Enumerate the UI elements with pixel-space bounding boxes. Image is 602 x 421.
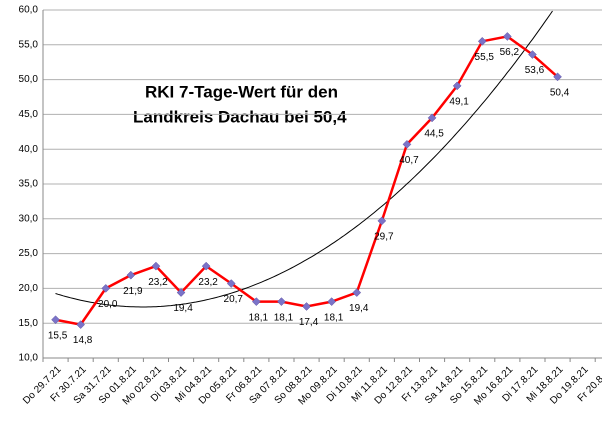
marker	[226, 279, 236, 288]
data-label: 56,2	[500, 47, 520, 58]
marker	[201, 261, 211, 271]
data-label: 55,5	[475, 52, 495, 63]
data-label: 18,1	[274, 312, 294, 323]
marker	[477, 36, 487, 46]
data-label: 44,5	[424, 129, 444, 140]
marker	[76, 320, 86, 329]
data-label: 23,2	[148, 277, 168, 288]
marker	[553, 72, 562, 82]
marker	[101, 284, 111, 293]
y-tick-label: 50,0	[19, 74, 39, 85]
y-tick-label: 25,0	[19, 248, 39, 259]
y-tick-label: 55,0	[19, 39, 39, 50]
marker	[377, 216, 387, 226]
marker	[126, 270, 136, 280]
y-tick-label: 15,0	[19, 318, 39, 329]
marker	[327, 297, 337, 306]
marker	[277, 297, 286, 306]
marker	[502, 32, 512, 41]
chart-title: RKI 7-Tage-Wert für den	[145, 82, 338, 101]
chart-title: Landkreis Dachau bei 50,4	[133, 107, 347, 126]
marker	[151, 261, 161, 271]
marker	[51, 315, 60, 325]
data-label: 17,4	[299, 317, 319, 328]
data-label: 18,1	[324, 312, 344, 323]
y-tick-label: 30,0	[19, 213, 39, 224]
data-label: 21,9	[123, 286, 143, 297]
marker	[427, 113, 437, 123]
data-label: 49,1	[449, 97, 469, 108]
y-tick-label: 20,0	[19, 283, 39, 294]
y-tick-label: 45,0	[19, 109, 39, 120]
y-tick-label: 10,0	[19, 353, 39, 364]
marker	[452, 81, 462, 91]
y-tick-label: 60,0	[19, 5, 39, 16]
marker	[251, 297, 261, 306]
data-label: 19,4	[173, 303, 193, 314]
data-label: 40,7	[399, 155, 419, 166]
data-label: 15,5	[48, 330, 68, 341]
data-label: 19,4	[349, 303, 369, 314]
data-label: 18,1	[249, 312, 269, 323]
trendline	[55, 10, 553, 308]
data-label: 20,0	[98, 299, 118, 310]
data-label: 14,8	[73, 335, 93, 346]
data-label: 20,7	[224, 294, 244, 305]
marker	[176, 288, 186, 297]
data-label: 50,4	[550, 87, 570, 98]
y-tick-label: 40,0	[19, 144, 39, 155]
y-tick-label: 35,0	[19, 179, 39, 190]
data-label: 29,7	[374, 232, 394, 243]
marker	[302, 302, 311, 311]
data-label: 53,6	[525, 65, 545, 76]
marker	[528, 50, 537, 59]
marker	[352, 288, 362, 297]
marker	[402, 139, 412, 149]
data-label: 23,2	[198, 277, 218, 288]
